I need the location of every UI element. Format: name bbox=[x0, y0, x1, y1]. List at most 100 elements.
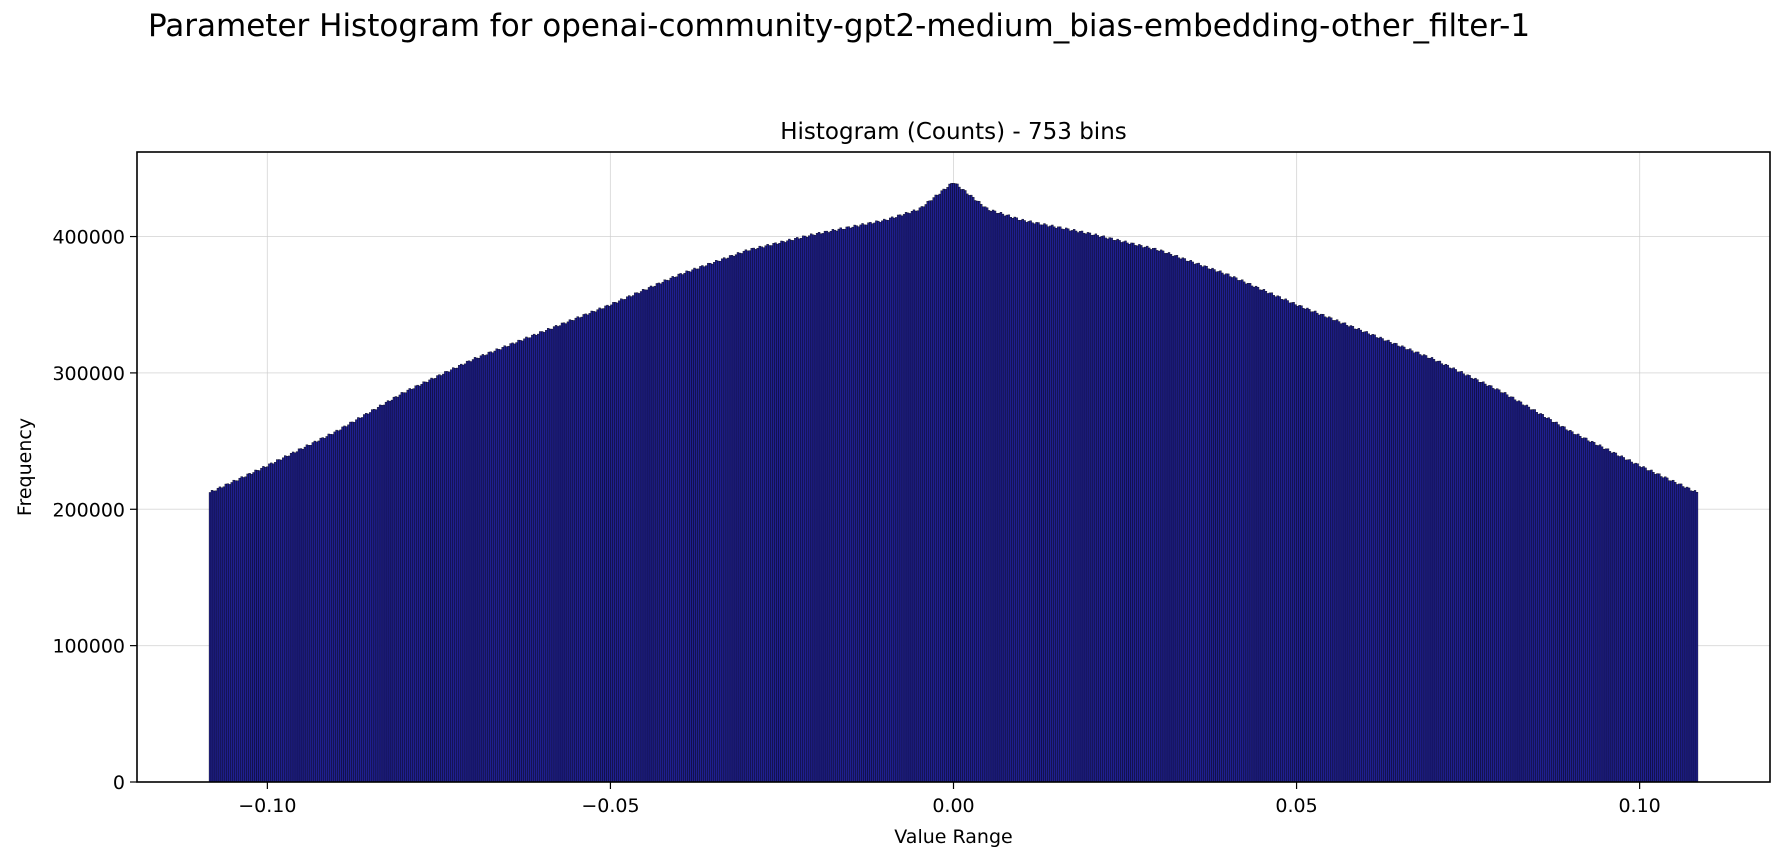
histogram-bar bbox=[289, 452, 293, 783]
histogram-bar bbox=[1413, 352, 1416, 783]
histogram-bar bbox=[1270, 292, 1274, 783]
histogram-bar bbox=[1159, 249, 1163, 783]
histogram-bar bbox=[1634, 462, 1637, 783]
histogram-bar bbox=[1025, 222, 1028, 783]
histogram-bar bbox=[802, 235, 805, 783]
histogram-bar bbox=[491, 352, 494, 783]
histogram-bar bbox=[503, 345, 506, 783]
y-tick-label: 300000 bbox=[52, 363, 125, 385]
histogram-bar bbox=[768, 245, 771, 783]
histogram-bar bbox=[236, 480, 239, 783]
histogram-bar bbox=[821, 233, 825, 783]
histogram-bar bbox=[382, 404, 386, 783]
histogram-bar bbox=[898, 214, 902, 783]
histogram-bar bbox=[448, 371, 451, 783]
histogram-bar bbox=[471, 359, 475, 783]
histogram-bar bbox=[1407, 349, 1410, 783]
histogram-bar bbox=[1523, 405, 1527, 783]
histogram-bar bbox=[410, 389, 413, 783]
histogram-bar bbox=[434, 378, 437, 783]
histogram-bar bbox=[815, 233, 819, 783]
histogram-bar bbox=[570, 319, 574, 783]
histogram-bar bbox=[1490, 385, 1493, 783]
histogram-bar bbox=[238, 477, 241, 783]
histogram-bar bbox=[748, 250, 752, 783]
histogram-bar bbox=[210, 490, 214, 783]
histogram-bar bbox=[916, 210, 920, 783]
histogram-bar bbox=[535, 334, 538, 783]
histogram-bar bbox=[363, 414, 366, 783]
histogram-bar bbox=[1581, 438, 1584, 783]
histogram-bar bbox=[819, 233, 823, 783]
histogram-bar bbox=[355, 419, 358, 783]
histogram-bar bbox=[438, 374, 441, 783]
histogram-bar bbox=[669, 277, 672, 783]
histogram-bar bbox=[550, 328, 554, 783]
histogram-bar bbox=[900, 215, 904, 783]
histogram-bar bbox=[827, 232, 831, 783]
histogram-bar bbox=[691, 269, 694, 783]
histogram-bar bbox=[1152, 248, 1155, 783]
histogram-bar bbox=[303, 446, 307, 783]
histogram-bar bbox=[1527, 406, 1531, 783]
histogram-bar bbox=[1239, 280, 1242, 783]
histogram-bar bbox=[1241, 279, 1244, 783]
histogram-bar bbox=[1689, 490, 1693, 783]
histogram-bar bbox=[1300, 305, 1303, 783]
histogram-bar bbox=[1543, 417, 1546, 783]
histogram-bar bbox=[1031, 222, 1034, 783]
histogram-bar bbox=[1181, 257, 1185, 783]
histogram-bar bbox=[1086, 232, 1090, 783]
histogram-bar bbox=[1005, 214, 1009, 783]
histogram-bar bbox=[1130, 242, 1133, 783]
histogram-bar bbox=[1157, 250, 1161, 783]
histogram-bar bbox=[258, 470, 261, 783]
histogram-bar bbox=[1072, 229, 1076, 783]
histogram-bar bbox=[720, 258, 724, 783]
histogram-bar bbox=[891, 216, 894, 783]
histogram-bar bbox=[1672, 479, 1675, 783]
histogram-bar bbox=[495, 348, 498, 783]
histogram-bar bbox=[928, 200, 931, 783]
histogram-bar bbox=[1284, 298, 1287, 783]
histogram-bar bbox=[823, 230, 827, 783]
histogram-bar bbox=[1124, 240, 1127, 783]
histogram-bar bbox=[881, 220, 884, 783]
histogram-bar bbox=[1341, 322, 1345, 783]
y-axis-ticks: 0 100000 200000 300000 400000 bbox=[52, 227, 137, 794]
histogram-bar bbox=[578, 317, 581, 783]
y-tick-label: 200000 bbox=[52, 499, 125, 521]
histogram-bar bbox=[270, 462, 273, 783]
histogram-bar bbox=[1345, 325, 1349, 783]
histogram-bar bbox=[626, 296, 629, 783]
histogram-bar bbox=[1282, 299, 1285, 783]
histogram-bar bbox=[624, 299, 627, 783]
histogram-bar bbox=[1126, 242, 1129, 783]
histogram-bar bbox=[1676, 484, 1679, 783]
histogram-bar bbox=[1409, 348, 1412, 783]
histogram-bar bbox=[230, 482, 233, 783]
histogram-bar bbox=[825, 230, 829, 783]
histogram-bar bbox=[1221, 272, 1224, 783]
histogram-bar bbox=[1415, 351, 1418, 783]
histogram-bar bbox=[651, 286, 655, 783]
histogram-bar bbox=[1685, 486, 1689, 783]
histogram-bar bbox=[1365, 331, 1368, 783]
histogram-bar bbox=[1110, 237, 1113, 783]
histogram-bar bbox=[1080, 230, 1084, 783]
histogram-bar bbox=[1666, 477, 1669, 783]
histogram-bar bbox=[649, 285, 653, 783]
histogram-bar bbox=[1331, 320, 1335, 783]
histogram-bar bbox=[855, 225, 858, 783]
histogram-bar bbox=[1294, 304, 1297, 783]
histogram-bar bbox=[1213, 269, 1216, 783]
histogram-bar bbox=[956, 183, 959, 783]
histogram-bar bbox=[663, 279, 666, 783]
histogram-bar bbox=[643, 289, 647, 783]
histogram-bar bbox=[1537, 413, 1540, 783]
histogram-bar bbox=[667, 280, 670, 783]
histogram-bar bbox=[262, 466, 265, 783]
histogram-bar bbox=[566, 321, 570, 783]
histogram-bar bbox=[1393, 342, 1396, 783]
histogram-bar bbox=[968, 195, 971, 783]
